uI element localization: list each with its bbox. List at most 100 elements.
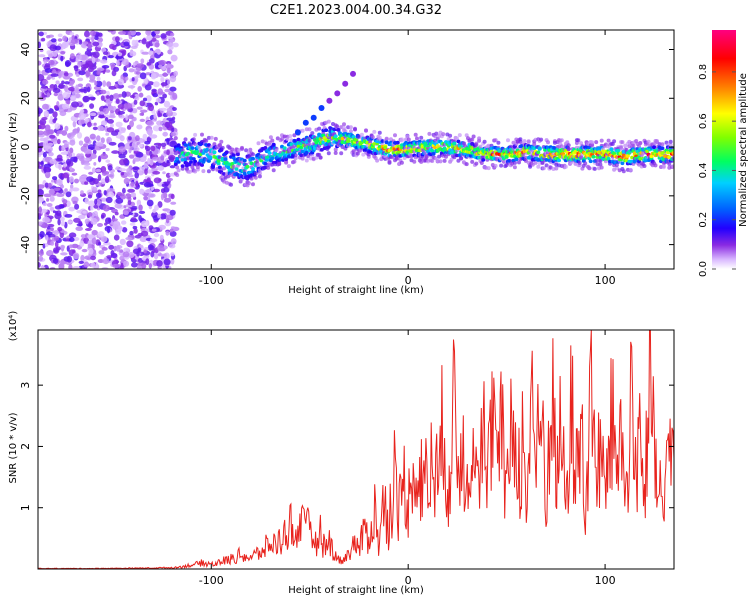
heatmap-cell (47, 87, 54, 91)
heatmap-cell (546, 140, 550, 145)
heatmap-cell (41, 37, 46, 42)
heatmap-cell (42, 79, 49, 85)
heatmap-cell (100, 235, 108, 243)
heatmap-cell (102, 258, 110, 265)
heatmap-cell (60, 51, 66, 55)
heatmap-cell (115, 121, 123, 128)
heatmap-cell (427, 131, 432, 136)
heatmap-cell (100, 137, 105, 144)
heatmap-cell (206, 159, 211, 163)
heatmap-cell (160, 33, 167, 39)
heatmap-cell (69, 53, 75, 60)
heatmap-cell (56, 210, 62, 217)
heatmap-cell (86, 176, 94, 183)
heatmap-cell (474, 141, 479, 146)
heatmap-cell (536, 158, 541, 162)
heatmap-cell (58, 83, 64, 89)
heatmap-cell (84, 197, 90, 205)
heatmap-cell (318, 105, 325, 111)
heatmap-cell (113, 234, 120, 241)
heatmap-cell (459, 156, 464, 161)
heatmap-cell (139, 118, 146, 122)
heatmap-cell (40, 208, 48, 213)
heatmap-cell (61, 80, 65, 85)
heatmap-cell (87, 243, 92, 249)
heatmap-cell (173, 162, 178, 167)
heatmap-cell (180, 164, 185, 168)
heatmap-cell (163, 258, 171, 266)
heatmap-cell (45, 234, 49, 241)
heatmap-cell (50, 241, 55, 246)
colorbar-tick-label: 0.2 (698, 212, 709, 228)
heatmap-cell (117, 78, 125, 86)
heatmap-cell (106, 81, 112, 88)
heatmap-cell (599, 165, 604, 170)
heatmap-cell (361, 152, 366, 157)
heatmap-cell (209, 135, 214, 140)
heatmap-cell (118, 31, 126, 35)
heatmap-cell (671, 151, 674, 155)
heatmap-cell (129, 120, 135, 128)
heatmap-cell (157, 110, 161, 118)
heatmap-cell (257, 174, 262, 179)
heatmap-cell (164, 88, 171, 93)
heatmap-cell (346, 139, 351, 143)
heatmap-cell (150, 159, 154, 164)
heatmap-cell (89, 153, 97, 160)
heatmap-cell (89, 30, 96, 36)
heatmap-cell (43, 166, 47, 174)
heatmap-cell (135, 135, 140, 142)
heatmap-cell (154, 42, 160, 48)
heatmap-cell (66, 176, 70, 184)
heatmap-cell (108, 244, 115, 250)
heatmap-cell (139, 138, 144, 143)
heatmap-cell (144, 140, 151, 145)
heatmap-cell (268, 135, 273, 140)
heatmap-cell (100, 197, 108, 202)
heatmap-cell (195, 165, 200, 170)
heatmap-cell (109, 94, 114, 102)
heatmap-cell (240, 145, 244, 150)
heatmap-cell (61, 41, 69, 49)
heatmap-cell (70, 96, 75, 100)
heatmap-cell (90, 217, 98, 225)
heatmap-cell (122, 251, 130, 258)
heatmap-cell (180, 148, 185, 153)
heatmap-cell (83, 148, 92, 155)
heatmap-cell (430, 148, 435, 153)
heatmap-cell (138, 244, 144, 249)
heatmap-cell (101, 247, 108, 251)
heatmap-cell (38, 107, 43, 114)
heatmap-cell (69, 32, 75, 36)
heatmap-cell (62, 91, 71, 99)
heatmap-cell (38, 130, 44, 136)
heatmap-cell (154, 34, 161, 39)
heatmap-cell (76, 132, 83, 139)
heatmap-cell (151, 168, 158, 172)
heatmap-cell (175, 173, 180, 177)
heatmap-cell (38, 262, 41, 268)
heatmap-cell (282, 146, 287, 150)
heatmap-cell (204, 138, 209, 143)
heatmap-cell (300, 128, 305, 133)
heatmap-cell (38, 213, 42, 217)
heatmap-cell (151, 88, 157, 93)
heatmap-cell (271, 142, 276, 147)
heatmap-cell (81, 248, 88, 253)
heatmap-cell (154, 204, 159, 211)
heatmap-cell (278, 153, 283, 158)
heatmap-cell (512, 160, 517, 165)
heatmap-cell (609, 147, 614, 151)
heatmap-cell (91, 167, 96, 174)
heatmap-cell (114, 211, 119, 216)
heatmap-cell (65, 61, 70, 68)
heatmap-cell (95, 192, 102, 199)
heatmap-cell (333, 151, 338, 155)
heatmap-cell (441, 132, 446, 137)
heatmap-cell (559, 144, 564, 149)
heatmap-cell (38, 250, 44, 256)
heatmap-cell (146, 62, 152, 66)
heatmap-cell (201, 169, 206, 174)
heatmap-cell (224, 150, 229, 154)
heatmap-cell (577, 160, 582, 165)
